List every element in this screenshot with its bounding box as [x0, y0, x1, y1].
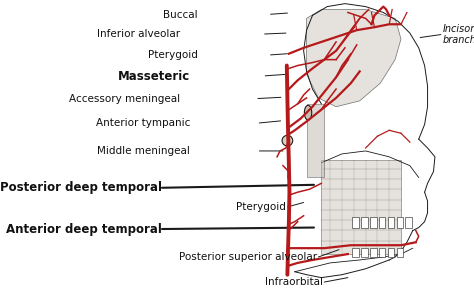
Bar	[405, 217, 412, 228]
Text: Anterior tympanic: Anterior tympanic	[96, 118, 190, 128]
Bar	[370, 217, 376, 228]
Polygon shape	[321, 160, 401, 254]
Bar	[370, 247, 376, 257]
Text: Masseteric: Masseteric	[118, 70, 190, 83]
Bar	[397, 217, 403, 228]
Bar	[352, 247, 359, 257]
Text: Posterior deep temporal: Posterior deep temporal	[0, 181, 162, 194]
Text: Middle meningeal: Middle meningeal	[97, 146, 190, 156]
Text: Accessory meningeal: Accessory meningeal	[69, 94, 180, 104]
Text: Infraorbital: Infraorbital	[265, 277, 323, 287]
Bar	[361, 217, 368, 228]
Polygon shape	[307, 104, 324, 178]
Bar	[388, 247, 394, 257]
Bar	[379, 217, 385, 228]
Ellipse shape	[304, 105, 312, 120]
Bar	[352, 217, 359, 228]
Text: Incisor
branch: Incisor branch	[442, 24, 474, 45]
Bar	[361, 247, 368, 257]
Text: Buccal: Buccal	[163, 10, 197, 20]
Text: Inferior alveolar: Inferior alveolar	[97, 29, 180, 39]
Bar	[397, 247, 403, 257]
Text: Pterygoid: Pterygoid	[147, 51, 197, 60]
Text: Posterior superior alveolar: Posterior superior alveolar	[179, 252, 317, 262]
Polygon shape	[307, 9, 401, 107]
Bar	[379, 247, 385, 257]
Text: Anterior deep temporal: Anterior deep temporal	[6, 223, 162, 236]
Text: Pterygoid: Pterygoid	[236, 202, 286, 212]
Circle shape	[282, 135, 293, 146]
Bar	[388, 217, 394, 228]
